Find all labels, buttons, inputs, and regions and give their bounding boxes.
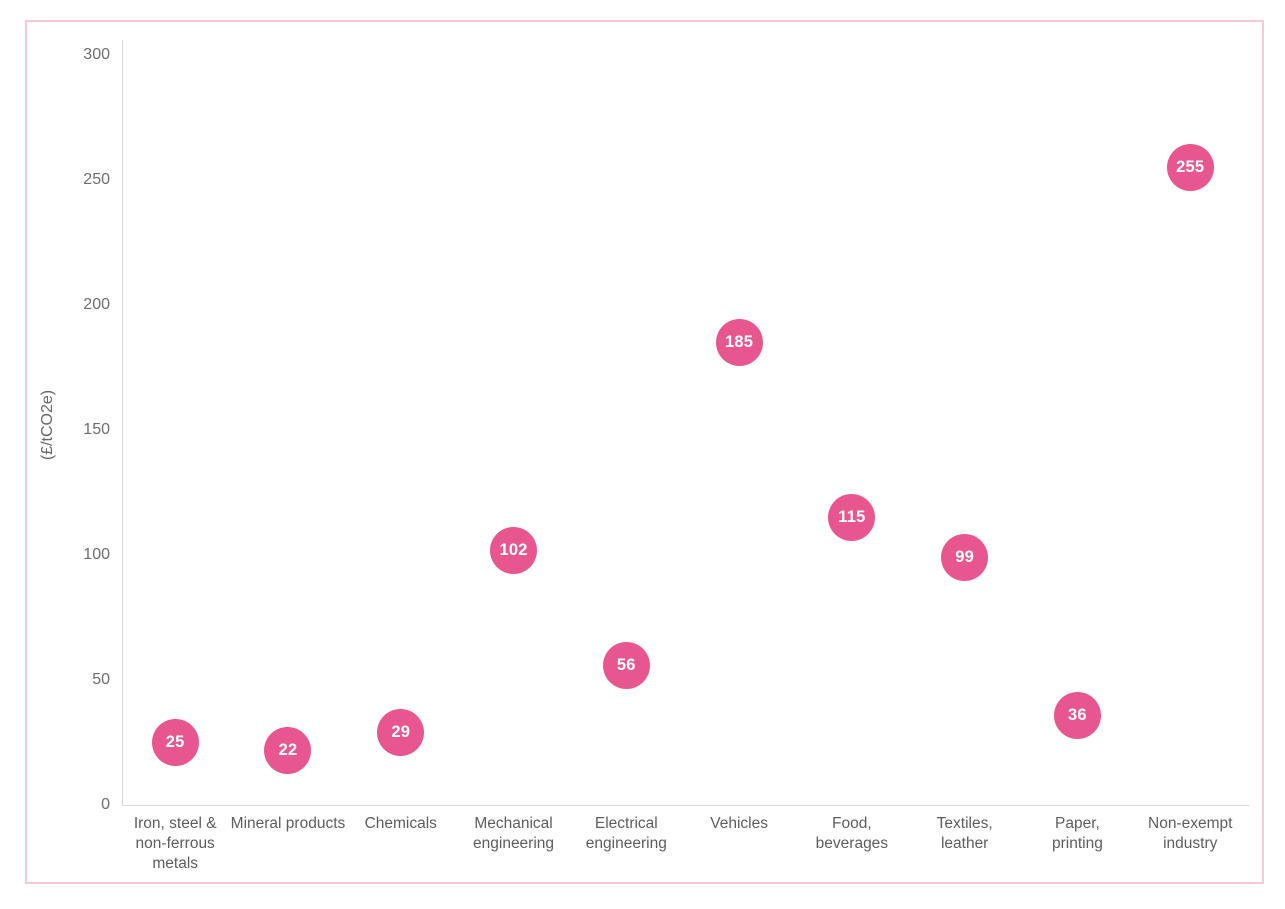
data-point-bubble: 255 xyxy=(1166,144,1214,191)
y-tick-label: 200 xyxy=(83,296,110,313)
data-point-bubble: 29 xyxy=(377,709,425,756)
data-point-bubble: 102 xyxy=(490,526,538,574)
y-tick-label: 300 xyxy=(83,46,110,63)
x-category-label: Mechanical engineering xyxy=(473,815,555,852)
y-tick-label: 50 xyxy=(92,671,110,688)
x-category-label: Iron, steel & non-ferrous metals xyxy=(133,815,217,872)
x-axis-line xyxy=(122,805,1249,806)
y-tick-label: 150 xyxy=(83,421,110,438)
x-category-label: Textiles, leather xyxy=(936,815,993,852)
data-point-bubble: 36 xyxy=(1053,691,1101,739)
x-category-label: Electrical engineering xyxy=(585,815,667,852)
x-category-label: Food, beverages xyxy=(815,815,889,852)
y-axis-line xyxy=(122,40,123,805)
x-category-label: Paper, printing xyxy=(1052,815,1103,852)
data-point-bubble: 185 xyxy=(715,319,763,366)
data-point-bubble: 22 xyxy=(264,726,312,774)
x-category-label: Vehicles xyxy=(710,815,768,832)
x-category-label: Chemicals xyxy=(364,815,437,832)
y-tick-label: 100 xyxy=(83,546,110,563)
data-point-bubble: 56 xyxy=(602,641,650,689)
data-point-bubble: 99 xyxy=(941,534,989,581)
chart-frame-border xyxy=(25,20,1264,884)
y-axis-title: (£/tCO2e) xyxy=(39,389,56,461)
x-category-label: Mineral products xyxy=(230,815,346,832)
data-point-bubble: 25 xyxy=(151,719,199,766)
data-point-bubble: 115 xyxy=(828,494,876,541)
y-tick-label: 250 xyxy=(83,171,110,188)
x-category-label: Non-exempt industry xyxy=(1148,815,1233,852)
y-tick-label: 0 xyxy=(101,796,110,813)
